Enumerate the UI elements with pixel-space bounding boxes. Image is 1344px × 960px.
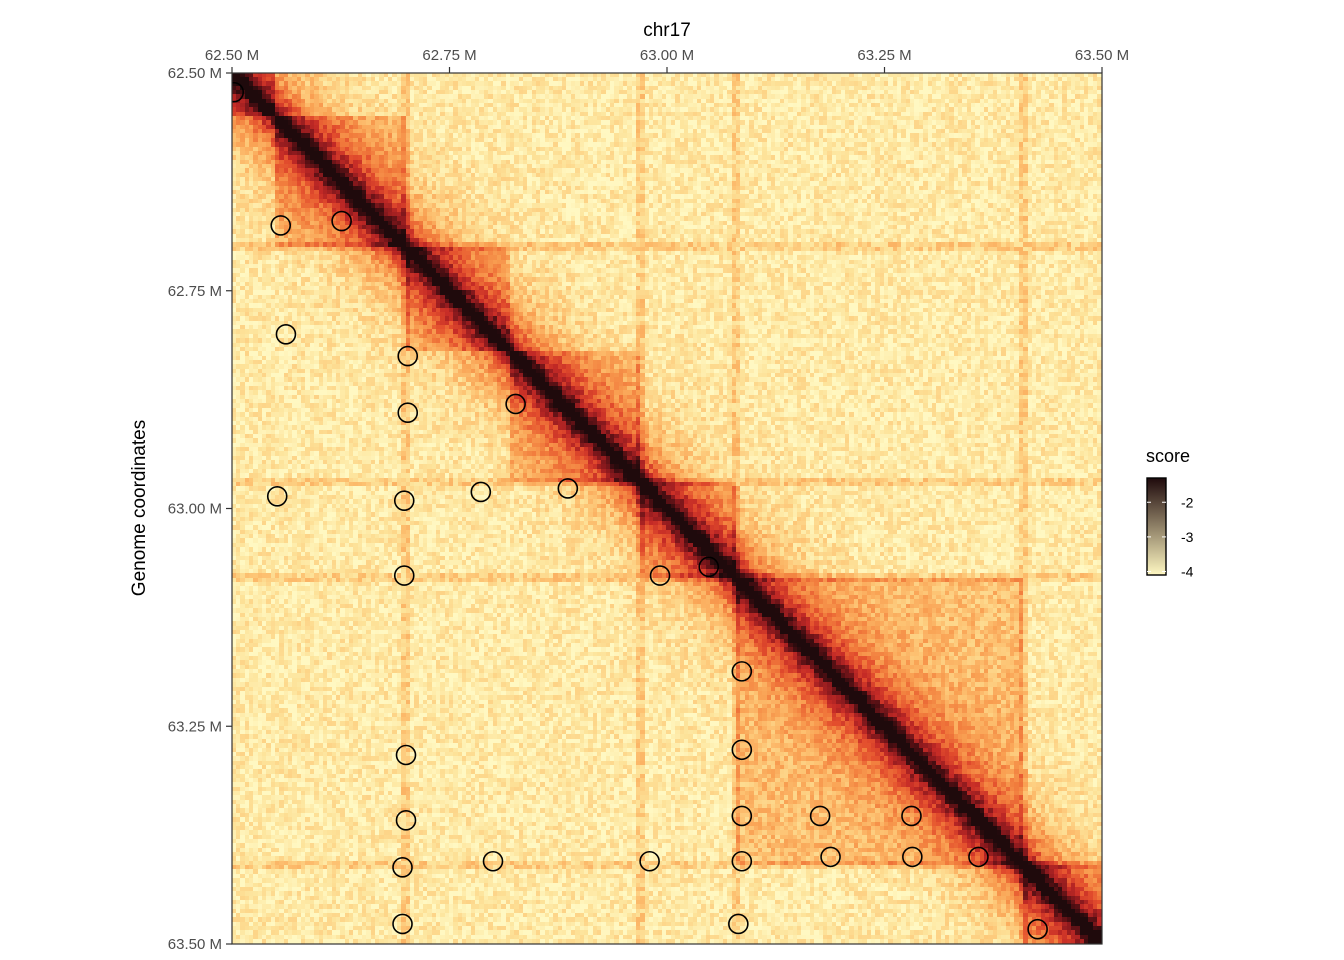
loop-marker — [482, 850, 504, 872]
loop-marker — [266, 486, 288, 507]
loop-marker — [639, 850, 660, 872]
colorbar-ticks: -2 -3 -4 — [1147, 494, 1194, 580]
colorbar-legend: score -2 -3 -4 — [1146, 446, 1194, 580]
loop-marker — [731, 805, 753, 827]
loop-marker — [232, 81, 245, 103]
loop-marker — [392, 913, 413, 935]
y-tick-label: 63.50 M — [168, 936, 222, 953]
heatmap-matrix — [232, 73, 1102, 944]
loop-marker — [331, 210, 352, 232]
y-tick-label: 62.75 M — [168, 283, 222, 300]
y-axis-title: Genome coordinates — [129, 420, 150, 596]
loop-marker — [275, 323, 297, 345]
loop-marker — [902, 846, 923, 868]
loop-marker — [731, 850, 753, 872]
loop-marker — [731, 739, 753, 761]
loop-marker — [395, 810, 417, 831]
loop-markers — [232, 81, 1048, 940]
x-tick-label: 63.00 M — [640, 47, 694, 64]
x-tick-label: 63.50 M — [1075, 47, 1129, 64]
loop-marker — [397, 402, 419, 423]
colorbar-tick-label: -4 — [1181, 564, 1194, 580]
loop-marker — [397, 345, 419, 367]
loop-marker — [1027, 918, 1048, 940]
loop-marker — [393, 490, 415, 511]
loop-marker — [393, 565, 415, 586]
loop-marker — [698, 556, 720, 578]
y-tick-label: 63.00 M — [168, 501, 222, 518]
loop-marker — [557, 478, 579, 499]
colorbar-gradient — [1146, 477, 1167, 576]
loop-marker — [809, 805, 831, 827]
loop-marker — [395, 744, 417, 766]
x-tick-label: 63.25 M — [857, 47, 911, 64]
loop-marker — [505, 393, 526, 415]
x-tick-label: 62.75 M — [422, 47, 476, 64]
loop-marker — [820, 846, 841, 868]
loop-marker — [728, 913, 749, 935]
loop-marker — [649, 565, 671, 586]
y-tick-label: 63.25 M — [168, 718, 222, 735]
colorbar-tick-label: -3 — [1181, 529, 1194, 545]
loop-marker — [731, 661, 753, 682]
x-tick-label: 62.50 M — [205, 47, 259, 64]
loop-marker — [968, 846, 989, 868]
chart-title: chr17 — [643, 20, 691, 41]
loop-marker — [270, 215, 292, 236]
y-tick-label: 62.50 M — [168, 65, 222, 82]
colorbar-tick-label: -2 — [1181, 494, 1194, 510]
loop-marker — [470, 481, 492, 503]
x-axis-top: 62.50 M 62.75 M 63.00 M 63.25 M 63.50 M — [205, 47, 1129, 73]
colorbar-title: score — [1146, 446, 1190, 466]
loop-marker — [392, 857, 413, 878]
loop-marker — [901, 805, 922, 827]
y-axis-left: 62.50 M 62.75 M 63.00 M 63.25 M 63.50 M — [168, 65, 232, 953]
